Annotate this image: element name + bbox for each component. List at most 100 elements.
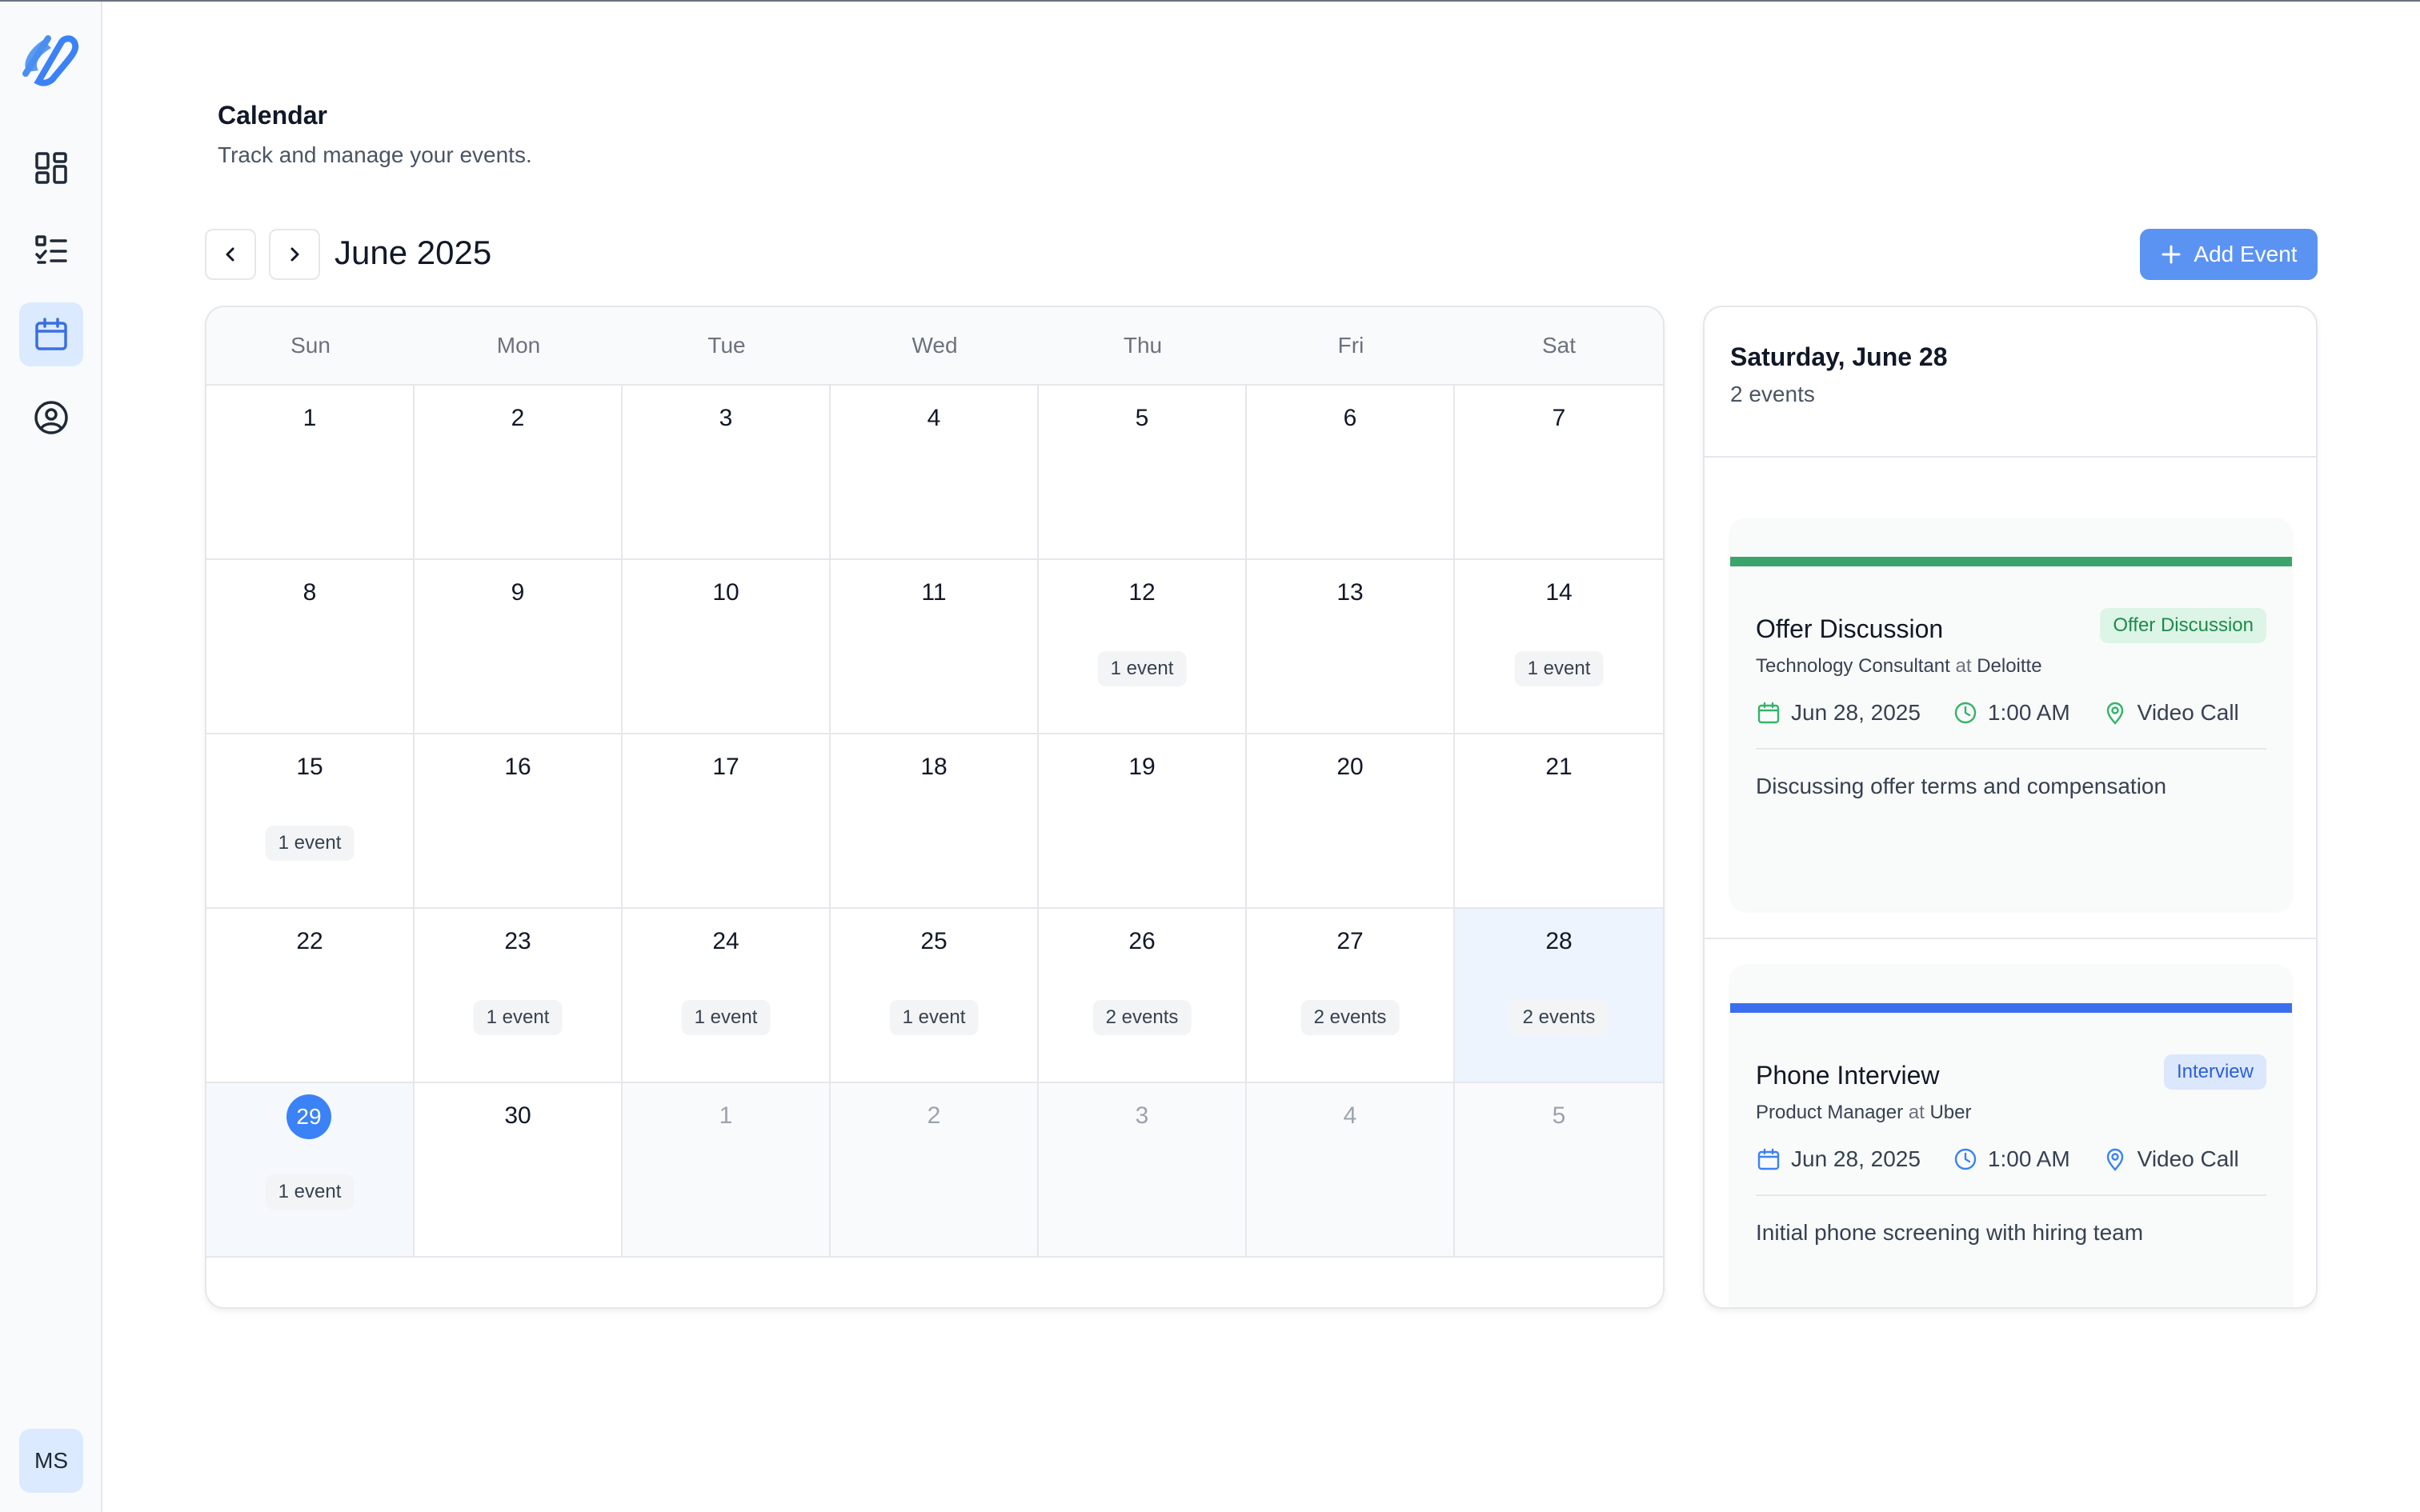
day-cell[interactable]: 11 [831,560,1039,733]
day-number: 9 [511,579,525,606]
day-cell[interactable]: 6 [1247,386,1455,558]
weekday-label: Wed [912,333,958,358]
day-cell[interactable]: 25 1 event [831,909,1039,1082]
job-title: Product Manager [1756,1102,1904,1123]
location-pin-icon [2106,1148,2123,1171]
day-number: 5 [1552,1102,1566,1129]
day-cell[interactable]: 2 [415,386,623,558]
day-cell[interactable]: 23 1 event [415,909,623,1082]
day-cell[interactable]: 3 [1039,1083,1247,1256]
day-number: 6 [1343,405,1357,431]
month-label: June 2025 [335,234,492,271]
nav-dashboard[interactable] [19,136,83,200]
day-cell[interactable]: 15 1 event [206,734,415,907]
day-cell[interactable]: 20 [1247,734,1455,907]
day-cell[interactable]: 22 [206,909,415,1082]
day-number: 4 [1343,1102,1357,1129]
day-number: 7 [1552,405,1566,431]
event-count-chip[interactable]: 2 events [1092,1000,1192,1035]
day-cell[interactable]: 4 [831,386,1039,558]
day-cell[interactable]: 12 1 event [1039,560,1247,733]
event-count: 2 events [1730,382,1815,406]
day-cell[interactable]: 7 [1455,386,1663,558]
day-cell[interactable]: 1 [623,1083,831,1256]
day-number: 22 [296,928,323,954]
event-count-chip[interactable]: 1 event [1097,651,1187,686]
event-count-chip[interactable]: 2 events [1509,1000,1609,1035]
event-description: Discussing offer terms and compensation [1756,774,2167,798]
day-cell[interactable]: 18 [831,734,1039,907]
day-number: 21 [1545,754,1573,780]
day-cell[interactable]: 8 [206,560,415,733]
day-cell[interactable]: 9 [415,560,623,733]
plus-icon [2162,245,2181,264]
today-day-number: 29 [286,1094,331,1139]
day-cell[interactable]: 5 [1455,1083,1663,1256]
event-card[interactable]: Offer Discussion Offer Discussion Techno… [1730,518,2292,910]
event-count-chip[interactable]: 1 event [265,826,355,861]
calendar-icon [35,318,67,350]
day-cell[interactable]: 28 2 events [1455,909,1663,1082]
day-cell[interactable]: 13 [1247,560,1455,733]
at-label: at [1908,1102,1925,1123]
nav-tasks[interactable] [19,219,83,283]
event-card[interactable]: Phone Interview Interview Product Manage… [1730,965,2292,1307]
week-row: 1 2 3 4 5 6 7 [206,386,1663,560]
day-cell[interactable]: 21 [1455,734,1663,907]
event-count-chip[interactable]: 1 event [889,1000,979,1035]
selected-date-title: Saturday, June 28 [1730,342,1948,371]
day-cell[interactable]: 10 [623,560,831,733]
week-row: 29 1 event 30 1 2 3 4 5 [206,1083,1663,1258]
event-count-chip[interactable]: 1 event [473,1000,563,1035]
app-logo-icon[interactable] [16,26,83,93]
day-cell[interactable]: 30 [415,1083,623,1256]
day-number: 23 [504,928,531,954]
day-cell[interactable]: 1 [206,386,415,558]
clock-icon [1954,702,1977,724]
day-cell[interactable]: 5 [1039,386,1247,558]
next-month-button[interactable] [269,229,320,280]
nav-calendar[interactable] [19,302,83,366]
day-cell[interactable]: 24 1 event [623,909,831,1082]
panel-header: Saturday, June 28 2 events [1705,307,2316,458]
nav-profile[interactable] [19,386,83,450]
day-cell[interactable]: 14 1 event [1455,560,1663,733]
user-circle-icon [34,401,68,434]
day-cell[interactable]: 29 1 event [206,1083,415,1256]
calendar-icon [1757,1148,1780,1170]
event-count-chip[interactable]: 2 events [1300,1000,1400,1035]
day-cell[interactable]: 3 [623,386,831,558]
event-count-chip[interactable]: 1 event [1514,651,1604,686]
day-cell[interactable]: 2 [831,1083,1039,1256]
event-time: 1:00 AM [1987,1146,2070,1171]
job-title: Technology Consultant [1756,655,1950,677]
day-cell[interactable]: 19 [1039,734,1247,907]
event-accent-bar [1730,557,2292,566]
at-label: at [1955,655,1972,677]
day-number: 15 [296,754,323,780]
day-number: 2 [927,1102,941,1129]
clock-icon [1954,1148,1977,1170]
day-number: 16 [504,754,531,780]
event-count-chip[interactable]: 1 event [265,1174,355,1210]
add-event-button[interactable]: Add Event [2140,229,2318,280]
day-number: 18 [920,754,948,780]
day-cell[interactable]: 26 2 events [1039,909,1247,1082]
day-cell[interactable]: 27 2 events [1247,909,1455,1082]
day-number: 5 [1135,405,1149,431]
day-number: 8 [302,579,317,606]
day-cell[interactable]: 4 [1247,1083,1455,1256]
chevron-right-icon [290,247,299,262]
weekday-label: Sun [290,333,331,358]
day-number: 26 [1128,928,1156,954]
prev-month-button[interactable] [205,229,256,280]
user-avatar[interactable]: MS [19,1429,83,1493]
event-type-badge: Offer Discussion [2100,608,2266,643]
event-count-chip[interactable]: 1 event [681,1000,771,1035]
event-description: Initial phone screening with hiring team [1756,1220,2144,1245]
day-cell[interactable]: 16 [415,734,623,907]
day-number: 12 [1128,579,1156,606]
day-number: 13 [1336,579,1364,606]
location-pin-icon [2106,702,2123,725]
day-cell[interactable]: 17 [623,734,831,907]
